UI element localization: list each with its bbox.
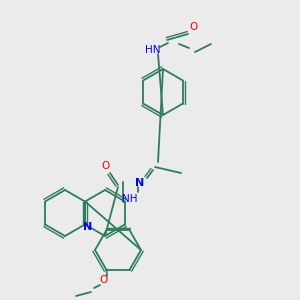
- Text: N: N: [83, 223, 93, 232]
- Text: O: O: [101, 161, 109, 171]
- Text: O: O: [190, 22, 198, 32]
- Text: N: N: [135, 178, 145, 188]
- Text: NH: NH: [122, 194, 138, 204]
- Text: HN: HN: [145, 45, 161, 55]
- Text: O: O: [99, 275, 107, 285]
